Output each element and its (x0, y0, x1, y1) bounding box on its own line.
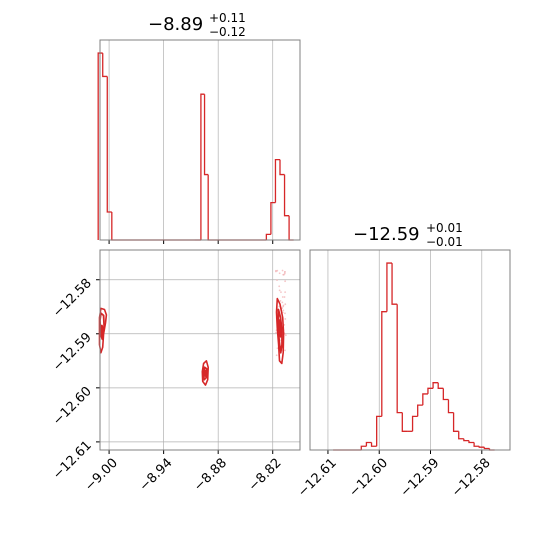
param2-hist-bar (376, 415, 382, 447)
joint-sample-point (284, 334, 287, 337)
mode-middle-contour (203, 369, 207, 377)
param2-hist-bar (447, 399, 454, 414)
param2-hist-bar (458, 431, 464, 440)
param2-histogram-panel: −12.61 −12.60 −12.59 −12.58 (295, 249, 511, 501)
joint-sample-point (278, 285, 281, 288)
param2-hist-bar (452, 412, 459, 432)
param2-hist-bar (411, 415, 418, 432)
param2-hist-bar (432, 382, 439, 389)
joint-xtick-label: −8.88 (191, 456, 230, 495)
param1-title-lower: −0.12 (209, 25, 246, 39)
param1-histogram-panel (97, 39, 301, 244)
mode-right-contour (277, 319, 282, 338)
joint-sample-point (275, 354, 278, 357)
joint-sample-point (284, 291, 287, 294)
param2-hist-bar (365, 441, 372, 447)
param1-hist-bar (102, 53, 108, 78)
joint-sample-point (281, 296, 284, 298)
param2-xtick-label: −12.61 (295, 456, 340, 501)
joint-sample-point (282, 304, 285, 307)
param2-hist-bar (468, 440, 475, 444)
joint-sample-point (276, 269, 279, 272)
param1-title-value: −8.89 (148, 14, 203, 35)
param2-hist-bar (473, 442, 480, 447)
joint-contour-panel: −9.00 −8.94 −8.88 −8.82 −12.58 −12.59 −12.60 −1… (50, 249, 301, 495)
param2-title-value: −12.59 (353, 224, 420, 245)
joint-sample-point (284, 303, 287, 306)
joint-sample-point (281, 269, 284, 272)
param2-hist-bar (370, 442, 377, 447)
joint-sample-point (281, 301, 284, 304)
param2-hist-bar (401, 412, 408, 432)
param2-hist-bar (442, 388, 449, 401)
param2-hist-bar (483, 447, 490, 450)
param1-hist-bar (288, 215, 294, 241)
joint-sample-point (275, 270, 277, 273)
joint-sample-point (281, 307, 284, 309)
param2-title-lower: −0.01 (426, 235, 463, 249)
param2-xtick-label: −12.58 (449, 456, 494, 501)
param1-hist-bar (274, 158, 280, 203)
param1-hist-bar (265, 233, 271, 240)
param1-hist-bar (97, 52, 103, 240)
joint-sample-point (284, 318, 287, 320)
joint-frame (99, 249, 301, 451)
joint-sample-point (279, 300, 282, 302)
param2-hist-bar (381, 311, 387, 417)
joint-sample-point (284, 312, 286, 315)
param1-hist-bar (283, 174, 290, 217)
mode-middle-contour (201, 359, 209, 386)
mode-left-contour (99, 324, 105, 338)
param1-hist-bar (106, 76, 112, 213)
param2-hist-bar (437, 382, 444, 389)
joint-sample-point (276, 279, 278, 282)
param2-xtick-label: −12.59 (398, 456, 443, 501)
param1-hist-bar (111, 211, 195, 241)
joint-sample-point (282, 309, 285, 312)
param2-hist-bar (360, 445, 367, 450)
joint-sample-point (284, 280, 287, 283)
param2-hist-bar (478, 446, 485, 448)
joint-sample-point (275, 331, 277, 334)
param2-hist-bar (396, 304, 403, 414)
joint-sample-point (276, 347, 279, 350)
param1-title-upper: +0.11 (209, 11, 246, 25)
param1-frame (99, 39, 301, 241)
joint-sample-point (280, 291, 282, 293)
joint-ytick-label: −12.60 (50, 384, 95, 429)
param2-title-upper: +0.01 (426, 221, 463, 235)
param1-hist-bar (270, 201, 276, 235)
param2-hist-bar (386, 262, 393, 312)
param2-hist-bar (463, 438, 469, 442)
joint-sample-point (284, 349, 286, 352)
joint-xtick-label: −8.82 (246, 456, 285, 495)
joint-xtick-label: −9.00 (82, 456, 121, 495)
joint-sample-point (283, 296, 286, 298)
param2-hist-bar (391, 263, 398, 305)
mode-right-contour (275, 297, 285, 365)
param2-hist-bar (417, 404, 423, 417)
param2-xtick-label: −12.60 (346, 456, 391, 501)
param1-hist-bar (203, 94, 209, 176)
param1-hist-bar (279, 159, 285, 176)
joint-ytick-label: −12.58 (50, 276, 95, 321)
joint-sample-point (283, 272, 286, 275)
joint-sample-point (283, 271, 286, 273)
joint-xtick-label: −8.94 (137, 456, 176, 495)
joint-ytick-label: −12.59 (50, 330, 95, 375)
param1-hist-bar (207, 174, 267, 241)
mode-middle-contour (202, 366, 208, 381)
joint-sample-point (278, 272, 281, 275)
joint-ytick-label: −12.61 (50, 438, 95, 483)
param2-hist-bar (422, 393, 428, 406)
param2-hist-bar (427, 387, 434, 394)
joint-sample-point (278, 289, 281, 292)
param1-hist-bar (200, 93, 205, 240)
param2-frame (309, 249, 511, 451)
